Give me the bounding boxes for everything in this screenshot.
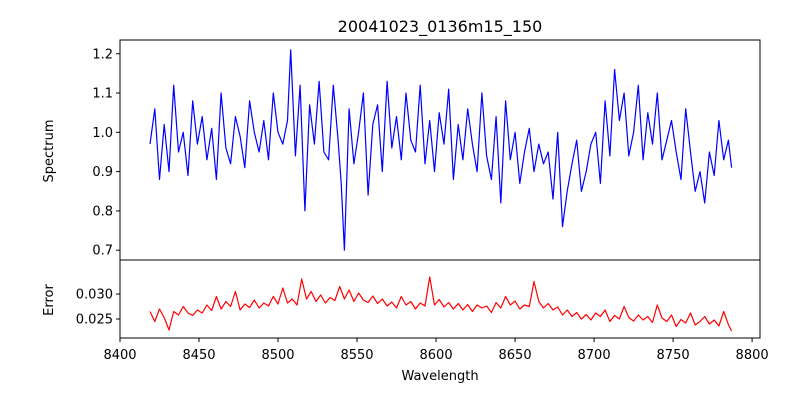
x-axis-ticks: 8400 8450 8500 8550 8600 8650 8700 8750 8800 xyxy=(103,338,769,363)
spectrum-y-tick-label: 0.8 xyxy=(92,204,113,219)
error-y-tick-label: 0.030 xyxy=(76,288,113,303)
x-tick-label: 8750 xyxy=(657,348,690,363)
x-tick-label: 8800 xyxy=(736,348,769,363)
spectrum-y-tick-label: 1.2 xyxy=(92,47,113,62)
x-tick-label: 8450 xyxy=(182,348,215,363)
chart-title: 20041023_0136m15_150 xyxy=(338,17,543,37)
x-tick-label: 8700 xyxy=(578,348,611,363)
x-tick-label: 8650 xyxy=(499,348,532,363)
spectrum-y-tick-label: 0.9 xyxy=(92,165,113,180)
error-lines xyxy=(149,276,733,332)
error-y-axis-label: Error xyxy=(42,284,57,316)
spectrum-series-line xyxy=(149,49,733,251)
spectrum-y-tick-label: 0.7 xyxy=(92,244,113,259)
spectrum-y-axis-label: Spectrum xyxy=(42,120,57,183)
spectrum-y-tick-label: 1.0 xyxy=(92,126,113,141)
error-axes-frame xyxy=(119,259,761,339)
x-tick-label: 8400 xyxy=(103,348,136,363)
error-y-tick-label: 0.025 xyxy=(76,313,113,328)
spectrum-lines xyxy=(149,49,733,251)
spectrum-y-ticks: 0.7 0.8 0.9 1.0 1.1 1.2 xyxy=(92,47,120,259)
x-tick-label: 8500 xyxy=(261,348,294,363)
x-tick-label: 8600 xyxy=(420,348,453,363)
x-tick-label: 8550 xyxy=(340,348,373,363)
spectrum-y-tick-label: 1.1 xyxy=(92,87,113,102)
error-y-ticks: 0.025 0.030 xyxy=(76,288,120,328)
x-axis-label: Wavelength xyxy=(401,369,478,384)
error-panel: 0.025 0.030 Error xyxy=(42,259,761,339)
spectrum-panel: 0.7 0.8 0.9 1.0 1.1 1.2 Spectrum xyxy=(42,39,761,261)
error-series-line xyxy=(149,276,733,332)
